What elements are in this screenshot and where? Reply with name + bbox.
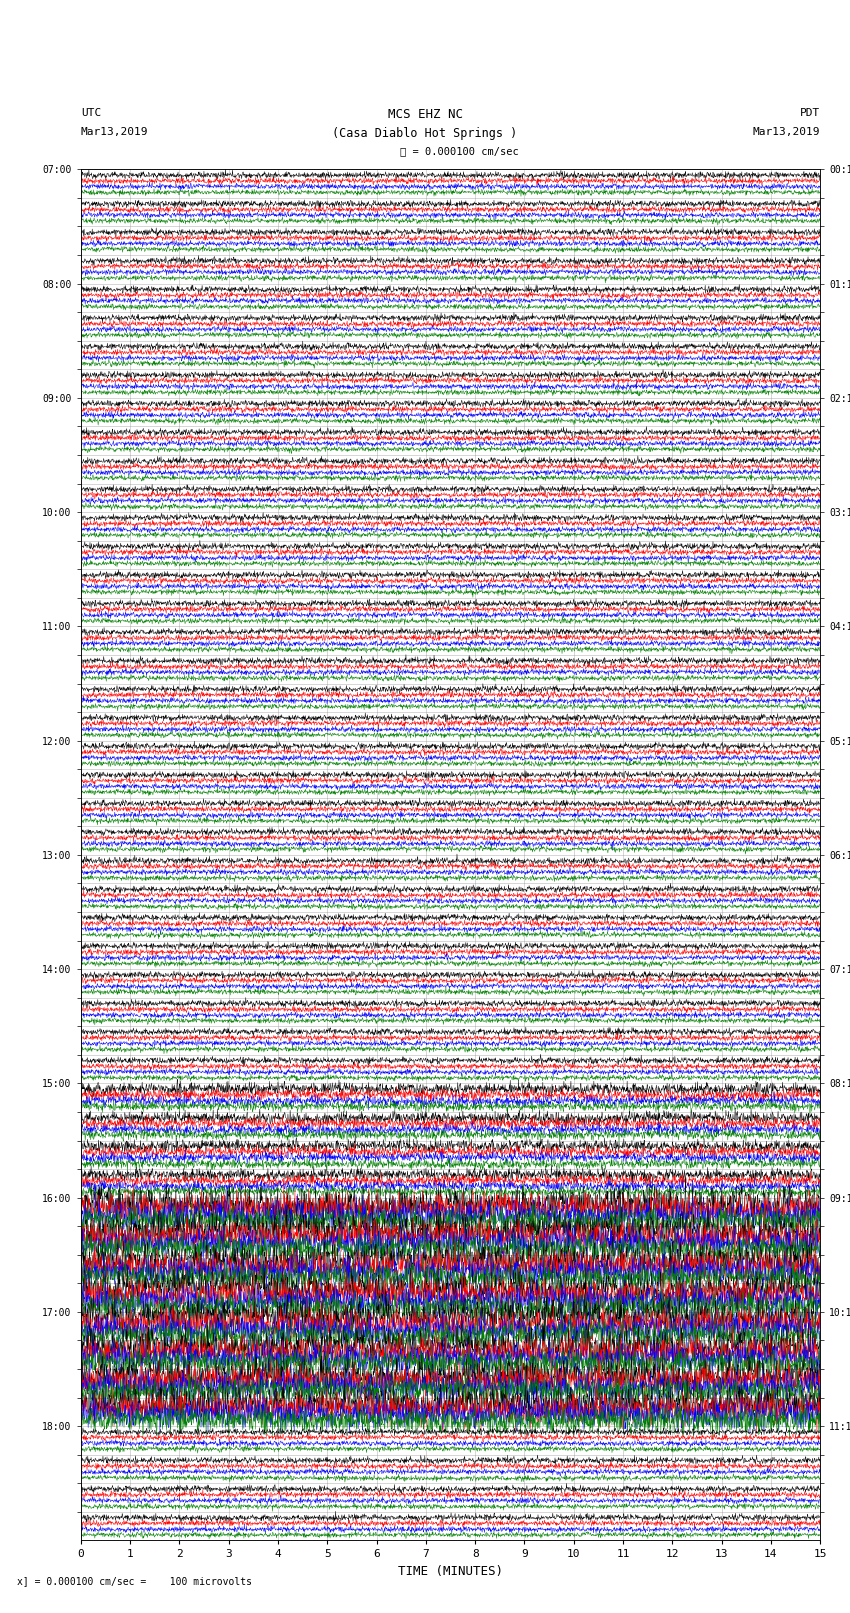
Text: ⎹ = 0.000100 cm/sec: ⎹ = 0.000100 cm/sec (400, 147, 518, 156)
Text: Mar13,2019: Mar13,2019 (753, 127, 820, 137)
Text: PDT: PDT (800, 108, 820, 118)
Text: Mar13,2019: Mar13,2019 (81, 127, 148, 137)
Text: x] = 0.000100 cm/sec =    100 microvolts: x] = 0.000100 cm/sec = 100 microvolts (17, 1576, 252, 1586)
X-axis label: TIME (MINUTES): TIME (MINUTES) (398, 1565, 503, 1578)
Text: UTC: UTC (81, 108, 101, 118)
Text: MCS EHZ NC: MCS EHZ NC (388, 108, 462, 121)
Text: (Casa Diablo Hot Springs ): (Casa Diablo Hot Springs ) (332, 127, 518, 140)
